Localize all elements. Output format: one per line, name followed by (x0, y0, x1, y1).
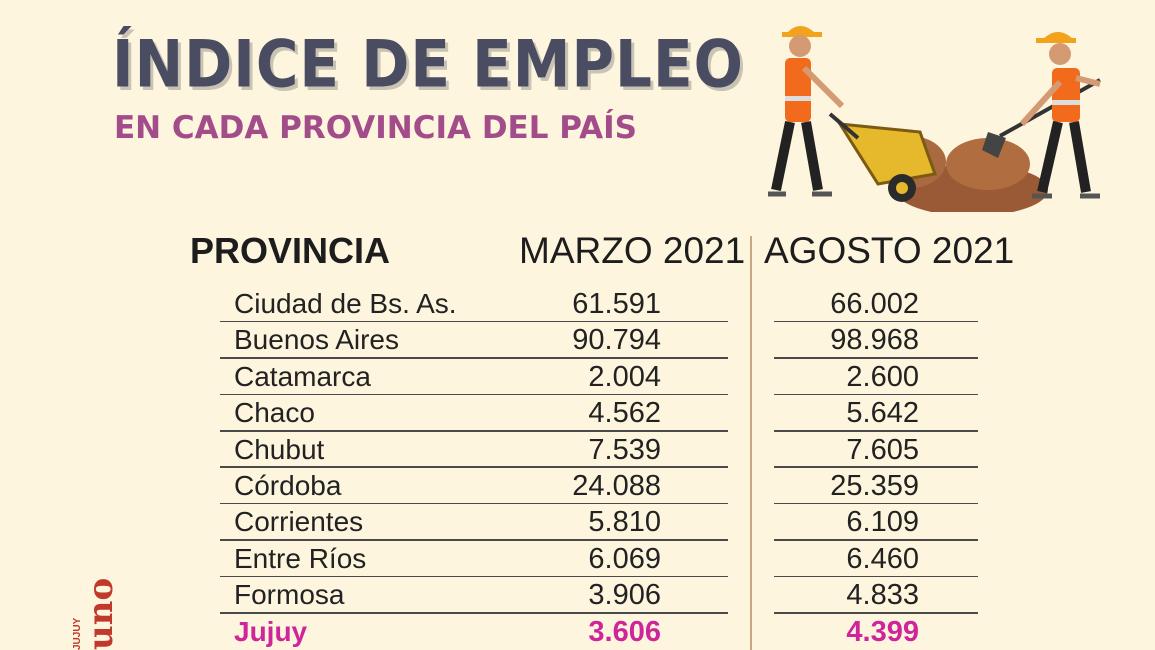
column-header-march-2021: MARZO 2021 (519, 230, 746, 271)
august-2021-value: 6.460 (846, 542, 919, 575)
row-separator (774, 502, 978, 505)
table-row: Formosa 3.906 4.833 (0, 577, 1155, 614)
august-2021-value: 66.002 (830, 288, 919, 320)
march-2021-value: 3.606 (588, 615, 661, 648)
logo-region-text: JUJUY (72, 617, 83, 650)
table-row: Catamarca 2.004 2.600 (0, 359, 1155, 396)
row-separator (774, 430, 978, 432)
province-name: Jujuy (234, 615, 308, 647)
row-separator (220, 539, 728, 541)
august-2021-value: 2.600 (846, 360, 919, 393)
august-2021-value: 7.605 (846, 433, 919, 466)
march-2021-value: 4.562 (588, 397, 661, 430)
province-name: Córdoba (234, 469, 342, 501)
august-2021-value: 98.968 (830, 324, 919, 357)
table-row: Chaco 4.562 5.642 (0, 395, 1155, 432)
row-separator (220, 502, 728, 505)
row-separator (220, 393, 728, 396)
column-header-august-2021: AGOSTO 2021 (764, 230, 1015, 271)
province-name: Ciudad de Bs. As. (234, 288, 457, 319)
march-2021-value: 7.539 (588, 433, 661, 466)
row-separator (774, 575, 978, 578)
employment-table: Ciudad de Bs. As. 61.591 66.002 Buenos Aire… (0, 286, 1155, 650)
logo-brand-text: uno (81, 578, 118, 650)
uno-jujuy-logo: uno JUJUY (72, 578, 118, 650)
province-name: Chaco (234, 397, 315, 429)
page-title: ÍNDICE DE EMPLEO (112, 26, 744, 103)
table-row: Chubut 7.539 7.605 (0, 432, 1155, 468)
table-row: Buenos Aires 90.794 98.968 (0, 322, 1155, 359)
row-separator (774, 357, 978, 359)
province-name: Entre Ríos (234, 542, 367, 574)
august-2021-value: 25.359 (830, 469, 919, 502)
row-separator (220, 430, 728, 432)
province-name: Formosa (234, 579, 345, 611)
table-row: Entre Ríos 6.069 6.460 (0, 541, 1155, 578)
row-separator (220, 357, 728, 359)
row-separator (774, 466, 978, 468)
row-separator (774, 539, 978, 541)
column-divider (750, 236, 752, 650)
march-2021-value: 5.810 (588, 506, 661, 539)
march-2021-value: 2.004 (588, 360, 661, 393)
construction-workers-illustration (768, 26, 1101, 212)
row-separator (774, 320, 978, 323)
august-2021-value: 4.399 (846, 615, 919, 648)
march-2021-value: 24.088 (572, 469, 661, 502)
august-2021-value: 4.833 (846, 579, 919, 612)
august-2021-value: 5.642 (846, 397, 919, 430)
row-separator (220, 466, 728, 468)
row-separator (774, 612, 978, 614)
row-separator (220, 612, 728, 614)
province-name: Catamarca (234, 360, 371, 392)
column-header-province: PROVINCIA (190, 230, 391, 271)
march-2021-value: 90.794 (572, 324, 661, 357)
page-subtitle: EN CADA PROVINCIA DEL PAÍS (114, 110, 638, 146)
row-separator (220, 575, 728, 578)
row-separator (220, 320, 728, 323)
province-name: Corrientes (234, 506, 364, 538)
table-row: Ciudad de Bs. As. 61.591 66.002 (0, 286, 1155, 323)
table-row: Córdoba 24.088 25.359 (0, 468, 1155, 505)
province-name: Buenos Aires (234, 324, 399, 356)
march-2021-value: 61.591 (572, 288, 661, 320)
march-2021-value: 3.906 (588, 579, 661, 612)
province-name: Chubut (234, 433, 325, 465)
table-row: Corrientes 5.810 6.109 (0, 504, 1155, 541)
march-2021-value: 6.069 (588, 542, 661, 575)
august-2021-value: 6.109 (846, 506, 919, 539)
table-row: Jujuy 3.606 4.399 (0, 614, 1155, 650)
row-separator (774, 393, 978, 396)
